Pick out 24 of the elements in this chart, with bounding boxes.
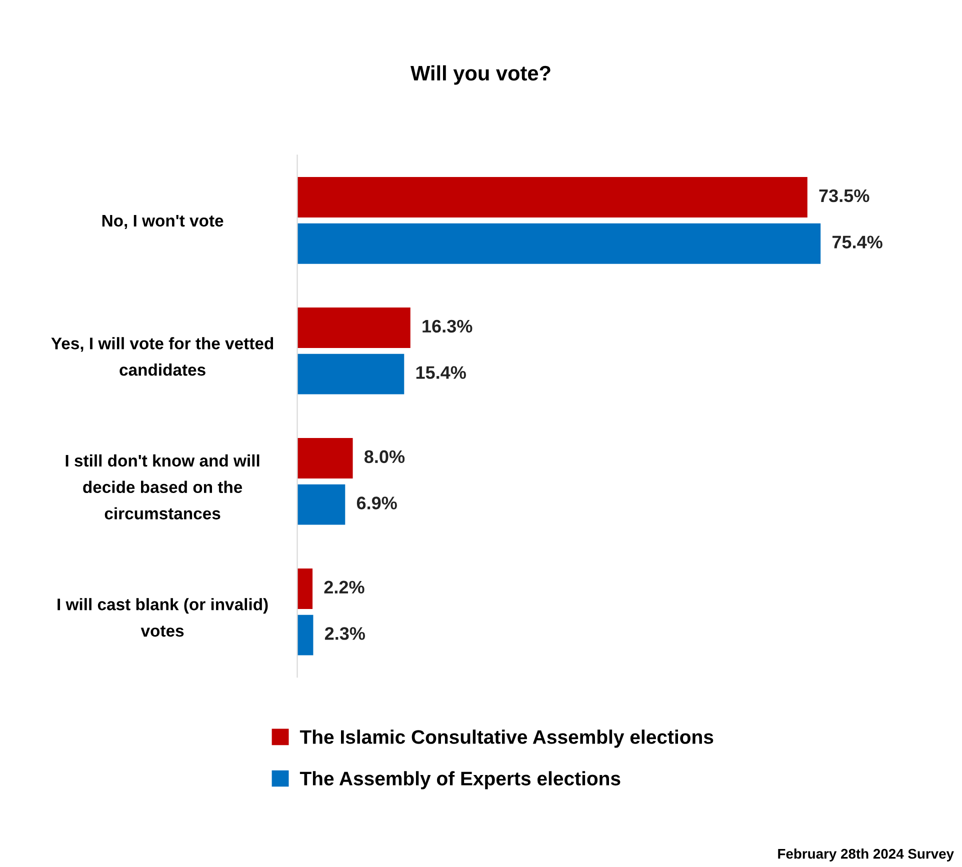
text: February 28th 2024 Survey — [778, 848, 954, 862]
bar — [297, 568, 313, 609]
legend-label: The Islamic Consultative Assembly elections — [300, 730, 714, 748]
y-tick-label: I still don't know and will decide based on the circumstances — [66, 454, 260, 520]
data-label: 6.9% — [356, 496, 397, 510]
bar — [297, 614, 314, 656]
chart-title: Will you vote? — [410, 65, 550, 85]
data-label: 16.3% — [422, 320, 472, 333]
bar — [297, 177, 808, 218]
legend-label: The Assembly of Experts elections — [300, 771, 620, 790]
data-label: 2.2% — [324, 580, 364, 594]
bar — [297, 308, 410, 348]
y-tick-label: No, I won't vote — [102, 215, 224, 230]
data-label: 8.0% — [364, 450, 405, 464]
bar — [297, 223, 821, 264]
data-label: 2.3% — [324, 627, 366, 640]
data-label: 15.4% — [416, 366, 466, 379]
bar — [297, 438, 353, 478]
y-tick-label: Yes, I will vote for the vetted candidates — [51, 337, 274, 376]
data-label: 75.4% — [832, 236, 882, 248]
y-tick-label: I will cast blank (or invalid) votes — [58, 598, 268, 637]
bar — [297, 354, 404, 394]
data-label: 73.5% — [819, 189, 870, 202]
bar — [297, 484, 346, 525]
